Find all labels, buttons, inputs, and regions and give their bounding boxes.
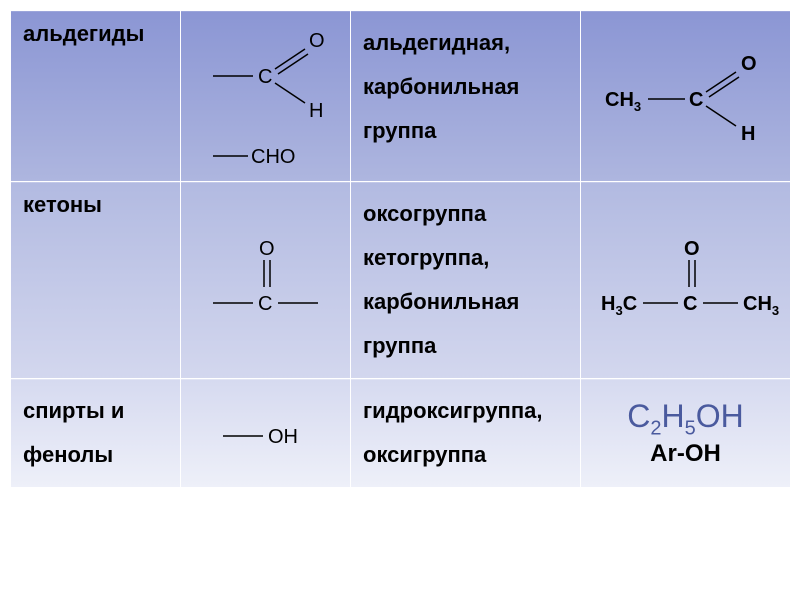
svg-text:O: O xyxy=(259,238,275,260)
acetone-icon: O H3C C CH3 xyxy=(593,235,793,325)
svg-text:C: C xyxy=(689,89,703,111)
example-cell: C2H5OH Ar-OH xyxy=(581,379,791,488)
table-row: альдегиды C O H CHO альдегидная, карбони… xyxy=(11,11,791,182)
svg-text:OH: OH xyxy=(268,426,298,448)
class-cell: альдегиды xyxy=(11,11,181,182)
svg-text:C: C xyxy=(258,293,272,315)
ketone-structure-icon: O C xyxy=(193,235,343,325)
example-cell: O H3C C CH3 xyxy=(581,182,791,379)
aldehyde-structure-icon: C O H CHO xyxy=(193,21,343,171)
ar-oh-formula: Ar-OH xyxy=(593,440,778,468)
functional-groups-table: альдегиды C O H CHO альдегидная, карбони… xyxy=(10,10,791,488)
hydroxyl-structure-icon: OH xyxy=(193,403,343,463)
class-cell: кетоны xyxy=(11,182,181,379)
table-row: спирты и фенолы OH гидроксигруппа, оксиг… xyxy=(11,379,791,488)
svg-text:CH3: CH3 xyxy=(605,89,641,114)
svg-text:O: O xyxy=(741,53,757,75)
group-name-cell: гидроксигруппа, оксигруппа xyxy=(351,379,581,488)
svg-text:C: C xyxy=(258,66,272,88)
class-label: спирты и фенолы xyxy=(23,398,124,467)
svg-text:H: H xyxy=(741,123,755,145)
group-name-cell: альдегидная, карбонильная группа xyxy=(351,11,581,182)
table-row: кетоны O C оксогруппа кетогруппа, карбон… xyxy=(11,182,791,379)
svg-text:CHO: CHO xyxy=(251,146,295,168)
svg-text:CH3: CH3 xyxy=(743,293,779,318)
svg-text:O: O xyxy=(684,238,700,260)
svg-text:C: C xyxy=(683,293,697,315)
class-label: альдегиды xyxy=(23,21,144,46)
class-cell: спирты и фенолы xyxy=(11,379,181,488)
structure-cell: OH xyxy=(181,379,351,488)
group-name: альдегидная, карбонильная группа xyxy=(363,30,519,143)
group-name: оксогруппа кетогруппа, карбонильная груп… xyxy=(363,201,519,358)
example-cell: CH3 C O H xyxy=(581,11,791,182)
structure-cell: O C xyxy=(181,182,351,379)
class-label: кетоны xyxy=(23,192,102,217)
chemistry-table-slide: альдегиды C O H CHO альдегидная, карбони… xyxy=(0,10,800,610)
group-name: гидроксигруппа, оксигруппа xyxy=(363,398,542,467)
ethanol-formula: C2H5OH xyxy=(593,398,778,440)
structure-cell: C O H CHO xyxy=(181,11,351,182)
svg-text:O: O xyxy=(309,30,325,52)
acetaldehyde-icon: CH3 C O H xyxy=(593,46,783,146)
svg-text:H3C: H3C xyxy=(601,293,637,318)
svg-text:H: H xyxy=(309,100,323,122)
group-name-cell: оксогруппа кетогруппа, карбонильная груп… xyxy=(351,182,581,379)
